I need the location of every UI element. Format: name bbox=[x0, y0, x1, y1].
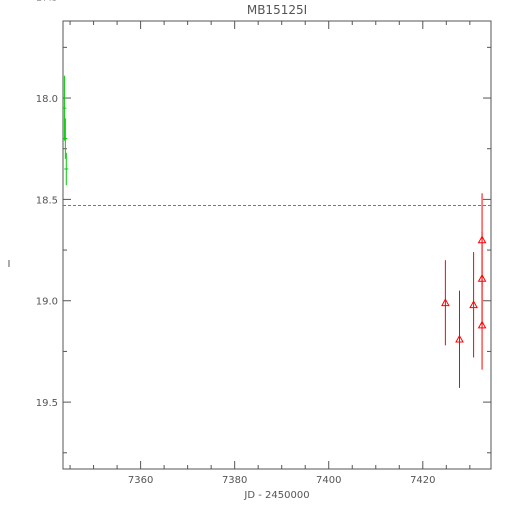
data-point bbox=[455, 334, 464, 343]
y-tick-label: 19.5 bbox=[36, 398, 58, 409]
data-point bbox=[441, 298, 450, 307]
x-axis-label: JD - 2450000 bbox=[243, 490, 309, 501]
x-tick-label: 7400 bbox=[316, 475, 341, 486]
y-tick-label: 18.5 bbox=[36, 195, 58, 206]
data-point bbox=[477, 320, 487, 329]
y-tick-label: 17.5 bbox=[36, 0, 58, 4]
plot-frame bbox=[62, 20, 492, 470]
x-tick-label: 7360 bbox=[128, 475, 153, 486]
y-tick-label: 18.0 bbox=[36, 94, 58, 105]
data-points bbox=[62, 75, 487, 388]
x-tick-label: 7420 bbox=[410, 475, 435, 486]
data-point bbox=[469, 300, 478, 309]
x-tick-label: 7380 bbox=[222, 475, 247, 486]
y-tick-label: 19.0 bbox=[36, 297, 58, 308]
y-axis-label: I bbox=[8, 259, 11, 270]
x-axis: 7360 7380 7400 7420 bbox=[69, 21, 471, 486]
y-axis: 17.5 18.0 18.5 19.0 19.5 bbox=[36, 0, 491, 454]
chart-title: MB15125I bbox=[247, 3, 307, 17]
